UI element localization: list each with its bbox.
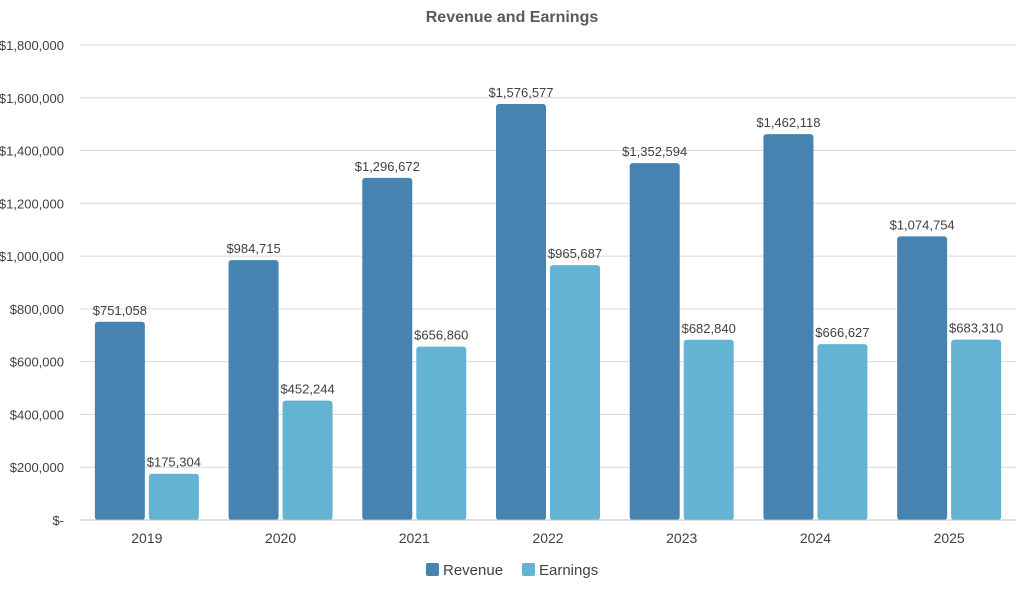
earnings-bar-2023 xyxy=(683,339,734,520)
y-tick-label: $600,000 xyxy=(10,355,64,370)
x-axis-ticks: 2019 2020 2021 2022 2023 2024 2025 xyxy=(131,530,965,546)
revenue-bar-2025 xyxy=(897,236,948,521)
earnings-data-label-2023: $682,840 xyxy=(682,321,736,336)
y-tick-label: $1,400,000 xyxy=(0,144,64,159)
earnings-data-label-2021: $656,860 xyxy=(414,328,468,343)
y-tick-label: $1,800,000 xyxy=(0,38,64,53)
y-tick-label: $800,000 xyxy=(10,302,64,317)
revenue-data-label-2025: $1,074,754 xyxy=(890,217,955,232)
revenue-data-label-2023: $1,352,594 xyxy=(622,144,687,159)
revenue-bar-2023 xyxy=(629,163,680,520)
earnings-data-label-2025: $683,310 xyxy=(949,321,1003,336)
revenue-bar-2021 xyxy=(362,177,413,520)
y-tick-label: $1,000,000 xyxy=(0,249,64,264)
x-tick-label: 2019 xyxy=(131,530,162,546)
revenue-data-label-2021: $1,296,672 xyxy=(355,159,420,174)
y-axis-ticks: $- $200,000 $400,000 $600,000 $800,000 $1,000… xyxy=(0,38,64,528)
x-tick-label: 2022 xyxy=(532,530,563,546)
legend-swatch-revenue xyxy=(426,563,439,576)
revenue-data-label-2024: $1,462,118 xyxy=(756,115,820,130)
x-tick-label: 2023 xyxy=(666,530,697,546)
revenue-bar-2019 xyxy=(94,321,145,520)
revenue-data-label-2022: $1,576,577 xyxy=(488,85,553,100)
chart-title: Revenue and Earnings xyxy=(426,9,599,26)
legend-label-earnings: Earnings xyxy=(539,562,598,579)
earnings-bar-2025 xyxy=(951,339,1002,520)
y-tick-label: $1,600,000 xyxy=(0,91,64,106)
y-tick-label: $400,000 xyxy=(10,407,64,422)
data-labels: $751,058 $175,304 $984,715 $452,244 $1,296,6… xyxy=(93,85,1004,470)
legend-swatch-earnings xyxy=(522,563,535,576)
y-tick-label: $1,200,000 xyxy=(0,196,64,211)
x-tick-label: 2021 xyxy=(399,530,430,546)
revenue-bar-2024 xyxy=(763,134,814,520)
x-tick-label: 2020 xyxy=(265,530,296,546)
legend-label-revenue: Revenue xyxy=(443,562,503,579)
earnings-bar-2022 xyxy=(550,265,600,520)
y-tick-label: $200,000 xyxy=(10,460,64,475)
earnings-data-label-2022: $965,687 xyxy=(548,246,602,261)
revenue-bar-2022 xyxy=(496,103,546,520)
revenue-data-label-2019: $751,058 xyxy=(93,303,147,318)
y-tick-label: $- xyxy=(52,513,64,528)
x-tick-label: 2025 xyxy=(934,530,965,546)
revenue-data-label-2020: $984,715 xyxy=(226,241,280,256)
bars xyxy=(94,103,1002,521)
legend: Revenue Earnings xyxy=(426,562,598,579)
earnings-data-label-2020: $452,244 xyxy=(280,382,334,397)
earnings-bar-2021 xyxy=(416,346,467,520)
earnings-data-label-2024: $666,627 xyxy=(815,325,869,340)
revenue-bar-2020 xyxy=(228,260,279,520)
earnings-data-label-2019: $175,304 xyxy=(147,455,201,470)
earnings-bar-2020 xyxy=(282,400,333,520)
earnings-bar-2024 xyxy=(817,344,868,520)
x-tick-label: 2024 xyxy=(800,530,831,546)
earnings-bar-2019 xyxy=(148,473,199,520)
